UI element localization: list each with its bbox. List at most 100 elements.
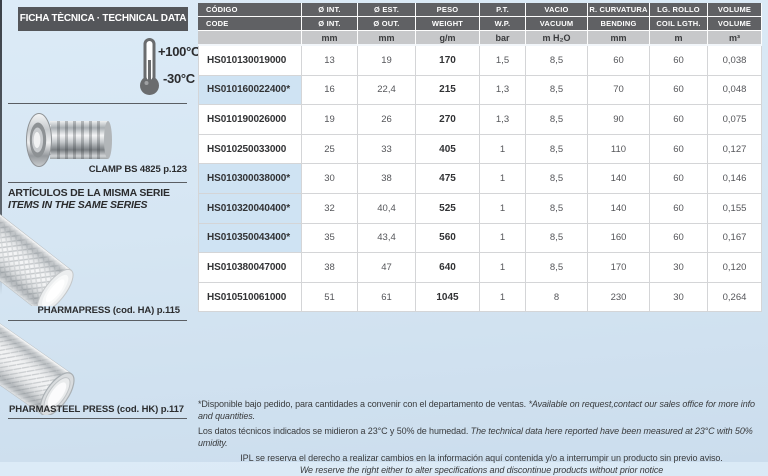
footnote-disclaimer-es: IPL se reserva el derecho a realizar cam… (198, 453, 765, 465)
col-header: LG. ROLLO (650, 3, 708, 17)
pharmasteel-hose-image (0, 323, 106, 415)
value-cell: 8,5 (526, 46, 588, 76)
table-header: CÓDIGO Ø INT. Ø EST. PESO P.T. VACIO R. … (198, 3, 762, 46)
value-cell: 60 (650, 135, 708, 165)
value-cell: 170 (588, 253, 650, 283)
divider (8, 103, 187, 104)
value-cell: 1,3 (480, 105, 526, 135)
value-cell: 0,127 (708, 135, 762, 165)
value-cell: 51 (302, 283, 358, 313)
value-cell: 140 (588, 194, 650, 224)
value-cell: 0,075 (708, 105, 762, 135)
value-cell: 1 (480, 164, 526, 194)
value-cell: 1045 (416, 283, 480, 313)
col-header: BENDING (588, 17, 650, 31)
col-header: PESO (416, 3, 480, 17)
value-cell: 19 (302, 105, 358, 135)
value-cell: 270 (416, 105, 480, 135)
value-cell: 22,4 (358, 76, 416, 106)
value-cell: 215 (416, 76, 480, 106)
col-header: R. CURVATURA (588, 3, 650, 17)
footnote-availability-es: *Disponible bajo pedido, para cantidades… (198, 399, 528, 409)
col-header: VOLUME (708, 17, 762, 31)
value-cell: 30 (302, 164, 358, 194)
value-cell: 19 (358, 46, 416, 76)
footnote-availability: *Disponible bajo pedido, para cantidades… (198, 399, 765, 422)
footnote-measurement-es: Los datos técnicos indicados se midieron… (198, 426, 471, 436)
divider (8, 320, 187, 321)
pharmasteel-caption[interactable]: PHARMASTEEL PRESS (cod. HK) p.117 (8, 404, 184, 415)
pharmapress-hose-image (0, 210, 102, 306)
col-header: VACUUM (526, 17, 588, 31)
col-header: VACIO (526, 3, 588, 17)
value-cell: 30 (650, 283, 708, 313)
unit-cell (198, 31, 302, 46)
value-cell: 8,5 (526, 105, 588, 135)
value-cell: 61 (358, 283, 416, 313)
value-cell: 70 (588, 76, 650, 106)
value-cell: 525 (416, 194, 480, 224)
value-cell: 8,5 (526, 164, 588, 194)
value-cell: 25 (302, 135, 358, 165)
value-cell: 90 (588, 105, 650, 135)
value-cell: 170 (416, 46, 480, 76)
value-cell: 60 (650, 224, 708, 254)
col-header: COIL LGTH. (650, 17, 708, 31)
value-cell: 0,120 (708, 253, 762, 283)
value-cell: 110 (588, 135, 650, 165)
product-code-cell: HS010160022400* (198, 76, 302, 106)
footnote-measurement: Los datos técnicos indicados se midieron… (198, 426, 765, 449)
unit-cell: mm (588, 31, 650, 46)
page-title: FICHA TÈCNICA · TECHNICAL DATA (18, 7, 188, 31)
fitting-caption[interactable]: CLAMP BS 4825 p.123 (10, 164, 187, 175)
value-cell: 47 (358, 253, 416, 283)
sidebar: FICHA TÈCNICA · TECHNICAL DATA +100°C -3… (0, 0, 196, 462)
value-cell: 230 (588, 283, 650, 313)
footnotes: *Disponible bajo pedido, para cantidades… (198, 399, 765, 476)
value-cell: 1 (480, 135, 526, 165)
value-cell: 8,5 (526, 76, 588, 106)
product-code-cell: HS010190026000 (198, 105, 302, 135)
product-code-cell: HS010130019000 (198, 46, 302, 76)
divider (8, 418, 187, 419)
value-cell: 32 (302, 194, 358, 224)
value-cell: 0,038 (708, 46, 762, 76)
value-cell: 1 (480, 283, 526, 313)
value-cell: 0,167 (708, 224, 762, 254)
col-header: Ø INT. (302, 3, 358, 17)
value-cell: 30 (650, 253, 708, 283)
value-cell: 43,4 (358, 224, 416, 254)
value-cell: 38 (358, 164, 416, 194)
value-cell: 8 (526, 283, 588, 313)
value-cell: 16 (302, 76, 358, 106)
col-header: Ø INT. (302, 17, 358, 31)
pharmapress-caption[interactable]: PHARMAPRESS (cod. HA) p.115 (8, 305, 180, 316)
unit-cell: mm (302, 31, 358, 46)
product-code-cell: HS010300038000* (198, 164, 302, 194)
value-cell: 60 (650, 164, 708, 194)
value-cell: 0,264 (708, 283, 762, 313)
value-cell: 8,5 (526, 253, 588, 283)
clamp-fitting-image (24, 108, 116, 172)
value-cell: 38 (302, 253, 358, 283)
value-cell: 140 (588, 164, 650, 194)
divider (8, 182, 187, 183)
unit-cell: m (650, 31, 708, 46)
col-header: Ø EST. (358, 3, 416, 17)
value-cell: 33 (358, 135, 416, 165)
temperature-max: +100°C (158, 44, 200, 59)
value-cell: 640 (416, 253, 480, 283)
unit-cell: m H₂O (526, 31, 588, 46)
col-header: CÓDIGO (198, 3, 302, 17)
product-code-cell: HS010350043400* (198, 224, 302, 254)
product-code-cell: HS010250033000 (198, 135, 302, 165)
value-cell: 160 (588, 224, 650, 254)
value-cell: 405 (416, 135, 480, 165)
technical-data-table: CÓDIGO Ø INT. Ø EST. PESO P.T. VACIO R. … (198, 3, 762, 312)
header-row-en: CODE Ø INT. Ø OUT. WEIGHT W.P. VACUUM BE… (198, 17, 762, 31)
